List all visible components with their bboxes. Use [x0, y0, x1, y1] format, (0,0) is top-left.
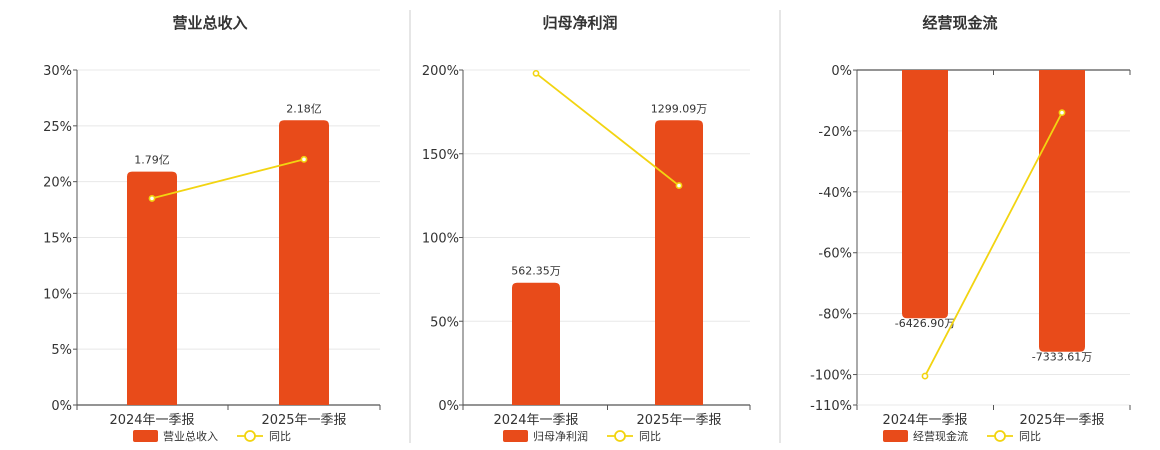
bar-data-label: 2.18亿 — [286, 102, 322, 115]
bar — [279, 120, 329, 405]
legend-line-marker — [244, 430, 256, 442]
y-tick-label: 15% — [43, 232, 72, 247]
legend-line-label: 同比 — [1019, 430, 1041, 443]
legend-bar-label: 营业总收入 — [163, 429, 218, 443]
chart-panel-1: 营业总收入 0% 5% 10% 15% 20% 25% 30% 1.79亿 2024年一季报 2.1… — [43, 14, 381, 443]
bar — [512, 282, 560, 405]
chart-title: 营业总收入 — [172, 14, 247, 32]
y-tick-label: 5% — [51, 343, 72, 358]
y-tick-label: 100% — [422, 232, 459, 247]
yoy-point — [532, 69, 540, 77]
y-tick-label: -20% — [818, 125, 852, 140]
yoy-line — [535, 72, 680, 187]
y-tick-label: 0% — [438, 399, 459, 414]
y-tick-label: 20% — [43, 176, 72, 191]
y-tick-label: 200% — [422, 64, 459, 79]
x-category-label: 2025年一季报 — [636, 413, 721, 428]
bar — [1039, 70, 1085, 352]
bar — [655, 120, 703, 405]
bar — [127, 171, 177, 405]
x-category-label: 2024年一季报 — [882, 413, 967, 428]
legend-line-label: 同比 — [639, 430, 661, 443]
y-tick-label: 150% — [422, 148, 459, 163]
y-tick-label: 0% — [831, 64, 852, 79]
y-tick-label: 0% — [51, 399, 72, 414]
legend-bar-label: 经营现金流 — [913, 429, 968, 443]
chart-title: 经营现金流 — [922, 14, 997, 32]
x-category-label: 2024年一季报 — [109, 413, 194, 428]
x-category-label: 2025年一季报 — [261, 413, 346, 428]
x-category-label: 2025年一季报 — [1019, 413, 1104, 428]
legend-line-label: 同比 — [269, 430, 291, 443]
legend-bar-swatch — [133, 430, 158, 442]
legend-bar-label: 归母净利润 — [533, 429, 588, 443]
bar-data-label: -7333.61万 — [1032, 351, 1092, 364]
legend-line-marker — [994, 430, 1006, 442]
yoy-line — [151, 158, 305, 200]
y-tick-label: -60% — [818, 247, 852, 262]
bar — [902, 70, 948, 319]
x-category-label: 2024年一季报 — [493, 413, 578, 428]
y-tick-label: -80% — [818, 308, 852, 323]
yoy-point — [921, 372, 929, 380]
yoy-line — [924, 112, 1063, 377]
y-tick-label: 25% — [43, 120, 72, 135]
bar-data-label: 1299.09万 — [651, 102, 708, 115]
yoy-point — [148, 195, 156, 202]
bar-data-label: 1.79亿 — [134, 154, 170, 167]
chart-title: 归母净利润 — [542, 14, 617, 32]
yoy-point — [1058, 109, 1066, 117]
yoy-point — [675, 182, 683, 189]
chart-panel-3: 经营现金流 0% -20% -40% -60% -80% -100% -110% -6426.9… — [810, 14, 1131, 443]
y-tick-label: 30% — [43, 64, 72, 79]
legend-line-marker — [614, 430, 626, 442]
y-tick-label: -40% — [818, 186, 852, 201]
y-tick-label: -110% — [810, 399, 852, 414]
bar-data-label: 562.35万 — [511, 265, 561, 278]
bar-data-label: -6426.90万 — [895, 317, 955, 330]
y-tick-label: -100% — [810, 369, 852, 384]
y-tick-label: 50% — [430, 315, 459, 330]
chart-panel-2: 归母净利润 0% 50% 100% 150% 200% 562.35万 2024年一季报 129… — [422, 14, 751, 443]
legend-bar-swatch — [503, 430, 528, 442]
yoy-point — [300, 155, 308, 163]
y-tick-label: 10% — [43, 287, 72, 302]
legend-bar-swatch — [883, 430, 908, 442]
